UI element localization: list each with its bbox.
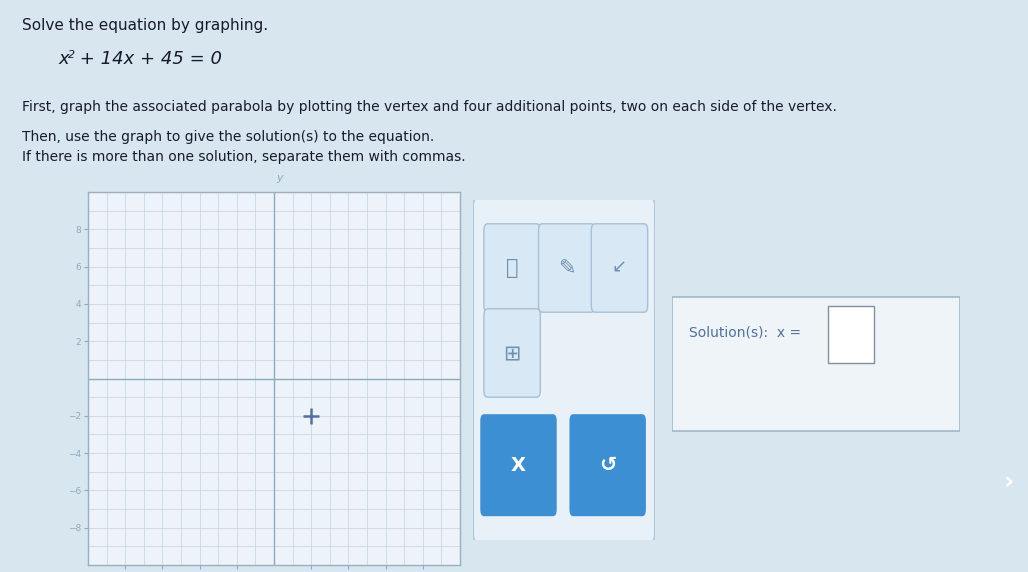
Text: ↙: ↙ (612, 259, 627, 277)
FancyBboxPatch shape (484, 309, 541, 397)
FancyBboxPatch shape (591, 224, 648, 312)
FancyBboxPatch shape (480, 414, 557, 516)
Text: ⬧: ⬧ (506, 258, 518, 278)
FancyBboxPatch shape (672, 297, 960, 431)
Text: Then, use the graph to give the solution(s) to the equation.: Then, use the graph to give the solution… (22, 130, 434, 144)
Text: ✎: ✎ (558, 258, 576, 278)
Text: x: x (58, 50, 69, 68)
FancyBboxPatch shape (539, 224, 595, 312)
Text: ↺: ↺ (599, 455, 617, 475)
Text: X: X (511, 456, 526, 475)
Text: ›: › (1004, 471, 1015, 495)
Text: 2: 2 (68, 50, 75, 60)
FancyBboxPatch shape (484, 224, 541, 312)
FancyBboxPatch shape (828, 306, 874, 363)
Text: If there is more than one solution, separate them with commas.: If there is more than one solution, sepa… (22, 150, 466, 164)
Text: First, graph the associated parabola by plotting the vertex and four additional : First, graph the associated parabola by … (22, 100, 837, 114)
Text: + 14x + 45 = 0: + 14x + 45 = 0 (74, 50, 222, 68)
FancyBboxPatch shape (570, 414, 646, 516)
Text: Solve the equation by graphing.: Solve the equation by graphing. (22, 18, 268, 33)
FancyBboxPatch shape (473, 197, 655, 543)
Text: Solution(s):  x =: Solution(s): x = (690, 326, 806, 340)
Text: ⊞: ⊞ (504, 343, 521, 363)
Text: y: y (277, 173, 283, 182)
